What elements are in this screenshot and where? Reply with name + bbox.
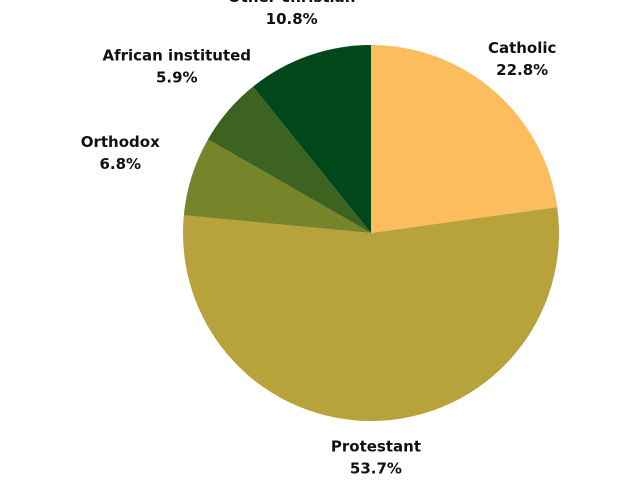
slice-value-label: 5.9%	[156, 69, 198, 87]
pie-slice	[207, 86, 371, 234]
pie-slice	[182, 207, 559, 422]
pie-slice	[252, 45, 371, 233]
slice-label: Catholic	[488, 39, 556, 57]
slice-value-label: 6.8%	[99, 155, 141, 173]
slice-value-label: 22.8%	[496, 61, 548, 79]
slice-label: African instituted	[102, 47, 251, 65]
pie-slice	[371, 45, 558, 233]
slice-label: Orthodox	[81, 133, 160, 151]
pie-slice	[183, 139, 371, 233]
slice-label: Protestant	[331, 438, 421, 456]
slice-label: Other christian	[228, 0, 356, 6]
slice-value-label: 10.8%	[266, 10, 318, 28]
slice-value-label: 53.7%	[350, 460, 402, 478]
